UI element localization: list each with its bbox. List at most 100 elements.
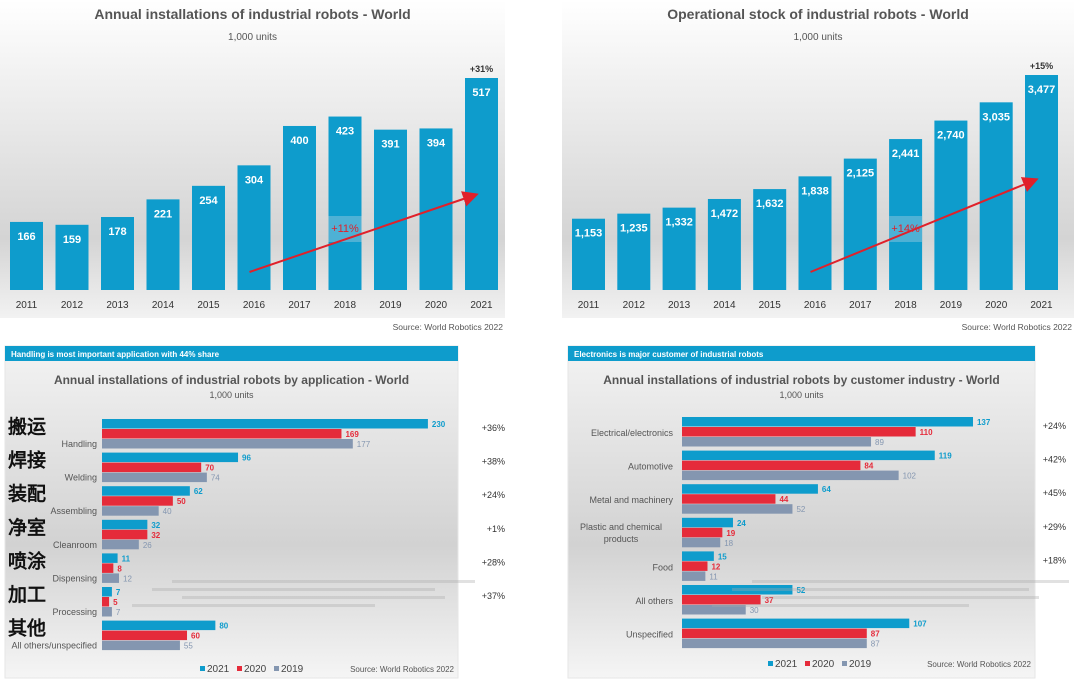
category-label: Dispensing — [52, 573, 97, 583]
bar-2020 — [102, 529, 148, 540]
category-label: Unspecified — [626, 630, 673, 640]
bar-value-label: 7 — [116, 588, 121, 597]
x-tick-label: 2020 — [425, 300, 448, 311]
bar-2021 — [102, 620, 216, 631]
bar-value-label: 1,153 — [575, 228, 603, 240]
bar-value-label: 12 — [123, 574, 132, 583]
category-label: Metal and machinery — [589, 495, 673, 505]
growth-label: +29% — [1043, 522, 1066, 532]
bar-2020 — [682, 595, 761, 605]
bar-value-label: 62 — [194, 487, 203, 496]
bar-value-label: 24 — [737, 519, 746, 528]
category-label: All others — [635, 596, 673, 606]
bar-value-label: 423 — [336, 126, 354, 138]
source-note: Source: World Robotics 2022 — [927, 660, 1031, 669]
chinese-overlay-label: 搬运 — [8, 415, 46, 438]
legend-label: 2019 — [849, 659, 872, 670]
category-label-box: Plastic and chemical products — [579, 521, 663, 544]
chart-subtitle: 1,000 units — [779, 390, 824, 400]
bar — [572, 218, 605, 290]
bar-value-label: 1,838 — [801, 185, 829, 197]
bar — [465, 78, 498, 290]
bar-2021 — [102, 452, 239, 463]
bar — [843, 158, 877, 290]
legend-label: 2020 — [244, 664, 267, 675]
bar — [374, 129, 407, 290]
growth-label: +24% — [482, 490, 505, 500]
x-tick-label: 2017 — [849, 300, 872, 311]
bar-2021 — [682, 618, 910, 629]
category-label: Plastic and chemical products — [579, 521, 663, 544]
bar-2020 — [682, 527, 723, 538]
category-label: Assembling — [50, 506, 97, 516]
x-tick-label: 2014 — [713, 300, 736, 311]
trend-arrow — [249, 191, 479, 273]
chart-title: Annual installations of industrial robot… — [54, 373, 409, 387]
bar-value-label: 18 — [724, 539, 733, 548]
bar-value-label: 1,235 — [620, 223, 648, 235]
bar-value-label: 30 — [750, 606, 759, 615]
shadow-streak — [732, 588, 1029, 591]
bar — [328, 116, 362, 290]
x-tick-label: 2013 — [106, 300, 129, 311]
bar-value-label: 169 — [345, 430, 359, 439]
bar-2020 — [102, 462, 202, 473]
bar-2019 — [102, 573, 120, 583]
growth-label: +37% — [482, 591, 505, 601]
bar — [55, 224, 89, 290]
chart-subtitle: 1,000 units — [228, 32, 277, 43]
bar-value-label: 12 — [711, 562, 720, 571]
legend-label: 2021 — [207, 664, 230, 675]
chart-title: Operational stock of industrial robots -… — [667, 6, 969, 22]
source-note: Source: World Robotics 2022 — [962, 322, 1073, 332]
category-label: Handling — [61, 439, 97, 449]
growth-annotation: +15% — [1030, 61, 1053, 71]
bar-value-label: 32 — [151, 521, 160, 530]
growth-label: +18% — [1043, 555, 1066, 565]
x-tick-label: 2014 — [152, 300, 175, 311]
chart-title: Annual installations of industrial robot… — [94, 6, 410, 22]
bar-2020 — [102, 563, 114, 573]
bar-value-label: 3,035 — [982, 111, 1010, 123]
bar-value-label: 394 — [427, 137, 446, 149]
bar-value-label: 96 — [242, 454, 251, 463]
x-tick-label: 2019 — [379, 300, 402, 311]
bar — [934, 120, 968, 291]
bar-2021 — [682, 417, 973, 427]
legend-swatch-2020 — [237, 666, 242, 671]
bar-value-label: 15 — [718, 552, 727, 561]
banner-text: Electronics is major customer of industr… — [574, 350, 764, 359]
bar-value-label: 2,125 — [847, 168, 875, 180]
bar-value-label: 110 — [920, 428, 933, 437]
x-tick-label: 2020 — [985, 300, 1008, 311]
bar-value-label: 52 — [796, 505, 805, 514]
bar-2021 — [682, 484, 818, 494]
chart-by-customer-industry: Electronics is major customer of industr… — [567, 345, 1069, 679]
category-label: Food — [652, 562, 673, 572]
bar-value-label: 166 — [17, 231, 35, 243]
bar-value-label: 87 — [871, 630, 880, 639]
shadow-streak — [132, 604, 375, 607]
bar — [101, 217, 134, 290]
growth-label: +45% — [1043, 488, 1066, 498]
chart-title: Annual installations of industrial robot… — [603, 373, 999, 387]
bar-value-label: 5 — [113, 598, 118, 607]
chinese-overlay-label: 装配 — [7, 482, 46, 505]
bar-2020 — [102, 496, 173, 506]
bar-2020 — [102, 429, 342, 439]
shadow-streak — [182, 596, 445, 599]
x-tick-label: 2011 — [578, 300, 600, 311]
x-tick-label: 2021 — [470, 300, 493, 311]
bar-2019 — [682, 537, 721, 548]
bar — [889, 139, 923, 290]
growth-label: +28% — [482, 557, 505, 567]
bar-value-label: 517 — [472, 87, 490, 99]
legend-swatch-2019 — [274, 666, 279, 671]
bar-2020 — [102, 630, 188, 641]
bar-2019 — [682, 437, 872, 447]
bar-2021 — [682, 517, 733, 528]
bar-2020 — [102, 597, 110, 607]
category-label: Electrical/electronics — [591, 428, 674, 438]
source-note: Source: World Robotics 2022 — [350, 665, 454, 674]
